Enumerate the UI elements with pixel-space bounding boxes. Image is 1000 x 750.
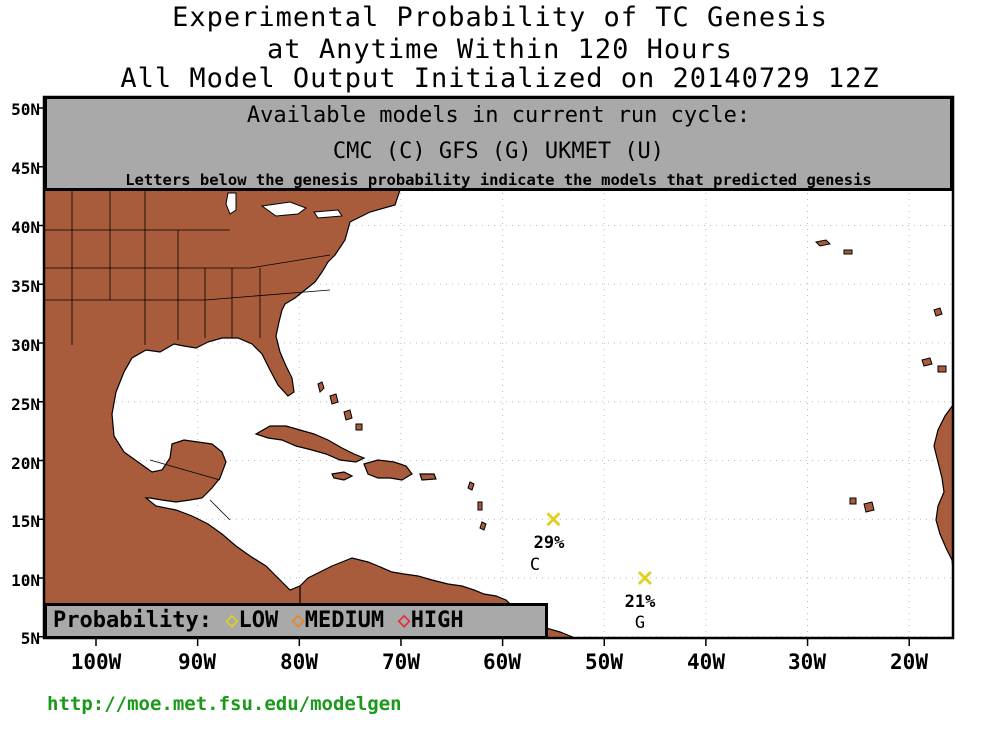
lat-label-30n: 30N <box>11 336 40 355</box>
title-line-3: All Model Output Initialized on 20140729… <box>120 63 880 94</box>
storm-2-marker <box>637 570 652 586</box>
puerto-rico-island <box>419 473 437 481</box>
legend-label: Probability: <box>53 608 212 633</box>
lon-label-50w: 50W <box>585 650 623 674</box>
models-list: CMC (C) GFS (G) UKMET (U) <box>332 139 665 164</box>
great-lakes <box>225 192 343 219</box>
storm-1-models: C <box>529 555 541 575</box>
lon-label-70w: 70W <box>382 650 420 674</box>
lon-label-30w: 30W <box>788 650 826 674</box>
models-note: Letters below the genesis probability in… <box>125 171 872 189</box>
lat-label-35n: 35N <box>11 277 40 296</box>
hispaniola-island <box>363 459 413 481</box>
lon-label-80w: 80W <box>280 650 318 674</box>
storm-2-probability: 21% <box>624 592 656 612</box>
lat-label-40n: 40N <box>11 218 40 237</box>
lon-label-90w: 90W <box>178 650 216 674</box>
africa-landmass <box>933 403 953 571</box>
probability-legend: Probability: ◇LOW ◇MEDIUM ◇HIGH <box>44 603 548 639</box>
high-diamond-icon: ◇ <box>397 608 411 633</box>
lat-label-25n: 25N <box>11 395 40 414</box>
lat-label-10n: 10N <box>11 571 40 590</box>
lat-label-45n: 45N <box>11 159 40 178</box>
models-info-panel: Available models in current run cycle: C… <box>44 96 953 191</box>
title-line-1: Experimental Probability of TC Genesis <box>172 2 828 33</box>
lat-label-5n: 5N <box>20 629 40 648</box>
small-islands <box>317 239 947 531</box>
state-borders <box>44 190 331 521</box>
models-heading: Available models in current run cycle: <box>246 103 751 128</box>
storm-markers <box>546 512 652 586</box>
low-diamond-icon: ◇ <box>225 608 239 633</box>
storm-1-probability: 29% <box>533 533 565 553</box>
lat-label-15n: 15N <box>11 512 40 531</box>
lat-label-20n: 20N <box>11 454 40 473</box>
jamaica-island <box>331 471 354 481</box>
lon-label-100w: 100W <box>70 650 122 674</box>
lon-label-20w: 20W <box>890 650 928 674</box>
cuba-island <box>254 425 366 463</box>
medium-diamond-icon: ◇ <box>291 608 305 633</box>
lat-label-50n: 50N <box>11 100 40 119</box>
legend-high: HIGH <box>410 608 464 633</box>
lon-label-40w: 40W <box>687 650 725 674</box>
legend-medium: MEDIUM <box>304 608 385 633</box>
storm-2-models: G <box>634 613 646 633</box>
title-line-2: at Anytime Within 120 Hours <box>267 34 733 65</box>
lon-label-60w: 60W <box>483 650 521 674</box>
source-url: http://moe.met.fsu.edu/modelgen <box>47 693 402 715</box>
axis-ticks <box>38 107 910 646</box>
legend-low: LOW <box>238 608 279 633</box>
storm-1-marker <box>546 512 561 527</box>
